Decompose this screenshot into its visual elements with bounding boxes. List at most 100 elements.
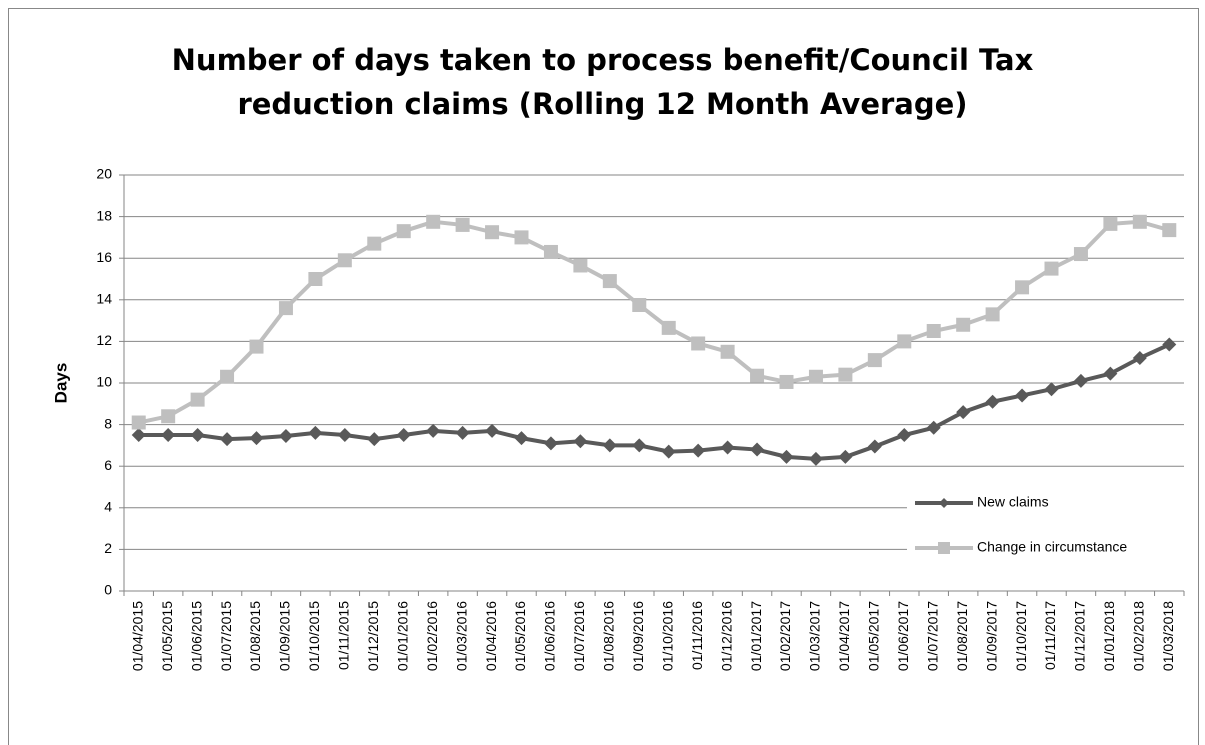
data-point	[632, 298, 647, 312]
data-point	[1073, 247, 1088, 262]
legend-label: Change in circumstance	[977, 539, 1127, 555]
y-tick-label: 12	[96, 332, 112, 348]
data-point	[1044, 261, 1059, 276]
legend-marker	[939, 498, 949, 508]
data-point	[691, 336, 706, 351]
x-tick-label: 01/09/2017	[983, 601, 999, 671]
data-point	[602, 438, 617, 453]
x-tick-label: 01/03/2018	[1160, 601, 1176, 671]
x-tick-label: 01/06/2015	[188, 601, 204, 671]
y-tick-label: 18	[96, 207, 112, 223]
y-tick-label: 20	[96, 166, 112, 182]
x-tick-label: 01/06/2016	[542, 601, 558, 671]
chart-border	[8, 8, 1199, 745]
data-point	[1103, 366, 1118, 381]
data-point	[602, 274, 617, 289]
data-point	[278, 429, 293, 444]
data-point	[249, 431, 264, 446]
data-point	[220, 369, 235, 384]
data-point	[956, 405, 971, 420]
data-point	[779, 374, 794, 389]
data-point	[661, 444, 676, 459]
data-point	[720, 344, 735, 359]
data-point	[897, 334, 912, 349]
data-point	[455, 217, 470, 232]
data-point	[131, 428, 146, 442]
data-point	[485, 225, 500, 240]
x-tick-label: 01/02/2016	[424, 601, 440, 671]
y-tick-label: 6	[104, 457, 112, 473]
x-tick-label: 01/03/2017	[807, 601, 823, 671]
data-point	[131, 415, 146, 430]
series	[131, 337, 1177, 466]
data-point	[808, 369, 823, 384]
data-point	[514, 431, 529, 446]
data-point	[1044, 382, 1059, 397]
series-line	[138, 219, 1170, 425]
data-point	[838, 367, 853, 382]
data-point	[1015, 388, 1030, 403]
data-point	[337, 253, 352, 268]
data-point	[308, 425, 323, 440]
x-tick-label: 01/12/2017	[1072, 601, 1088, 671]
data-point	[1162, 337, 1177, 352]
x-tick-label: 01/10/2015	[306, 601, 322, 671]
x-tick-label: 01/11/2015	[336, 601, 352, 670]
x-tick-label: 01/07/2016	[571, 601, 587, 671]
x-tick-label: 01/11/2016	[689, 601, 705, 670]
data-point	[573, 434, 588, 449]
data-point	[367, 236, 382, 251]
data-point	[1103, 216, 1118, 231]
y-axis-title: Days	[51, 363, 70, 404]
x-tick-label: 01/10/2016	[659, 601, 675, 671]
data-point	[161, 428, 176, 442]
x-tick-label: 01/07/2015	[218, 601, 234, 671]
data-point	[220, 432, 235, 447]
data-point	[190, 428, 205, 442]
x-tick-label: 01/03/2016	[453, 601, 469, 671]
x-tick-label: 01/12/2015	[365, 601, 381, 671]
data-point	[543, 244, 558, 259]
x-tick-label: 01/09/2016	[630, 601, 646, 671]
data-point	[367, 432, 382, 447]
y-tick-label: 4	[104, 499, 112, 515]
data-point	[897, 428, 912, 442]
data-point	[426, 423, 441, 438]
y-tick-label: 2	[104, 540, 112, 556]
x-tick-label: 01/06/2017	[895, 601, 911, 671]
x-tick-label: 01/01/2016	[394, 601, 410, 671]
x-tick-label: 01/04/2016	[483, 601, 499, 671]
x-tick-label: 01/09/2015	[277, 601, 293, 671]
data-point	[956, 317, 971, 332]
data-point	[543, 436, 558, 451]
x-tick-label: 01/04/2017	[836, 601, 852, 671]
y-tick-label: 14	[96, 291, 112, 307]
data-point	[278, 301, 293, 316]
x-tick-label: 01/01/2018	[1101, 601, 1117, 671]
x-tick-label: 01/08/2016	[601, 601, 617, 671]
data-point	[1162, 223, 1177, 238]
data-point	[161, 409, 176, 424]
y-tick-label: 10	[96, 374, 112, 390]
data-point	[661, 320, 676, 335]
data-point	[1132, 214, 1147, 229]
data-point	[1132, 351, 1147, 366]
data-point	[514, 230, 529, 245]
data-point	[426, 214, 441, 229]
data-point	[396, 428, 411, 442]
data-point	[455, 425, 470, 440]
x-tick-label: 01/05/2017	[866, 601, 882, 671]
data-point	[337, 428, 352, 442]
chart-title: Number of days taken to process benefit/…	[171, 43, 1034, 121]
x-tick-label: 01/05/2015	[159, 601, 175, 671]
data-point	[750, 442, 765, 457]
data-point	[867, 353, 882, 368]
data-point	[867, 439, 882, 454]
data-point	[926, 420, 941, 435]
y-tick-label: 8	[104, 415, 112, 431]
x-tick-label: 01/05/2016	[512, 601, 528, 671]
data-point	[985, 307, 1000, 322]
data-point	[249, 339, 264, 354]
data-point	[720, 440, 735, 455]
